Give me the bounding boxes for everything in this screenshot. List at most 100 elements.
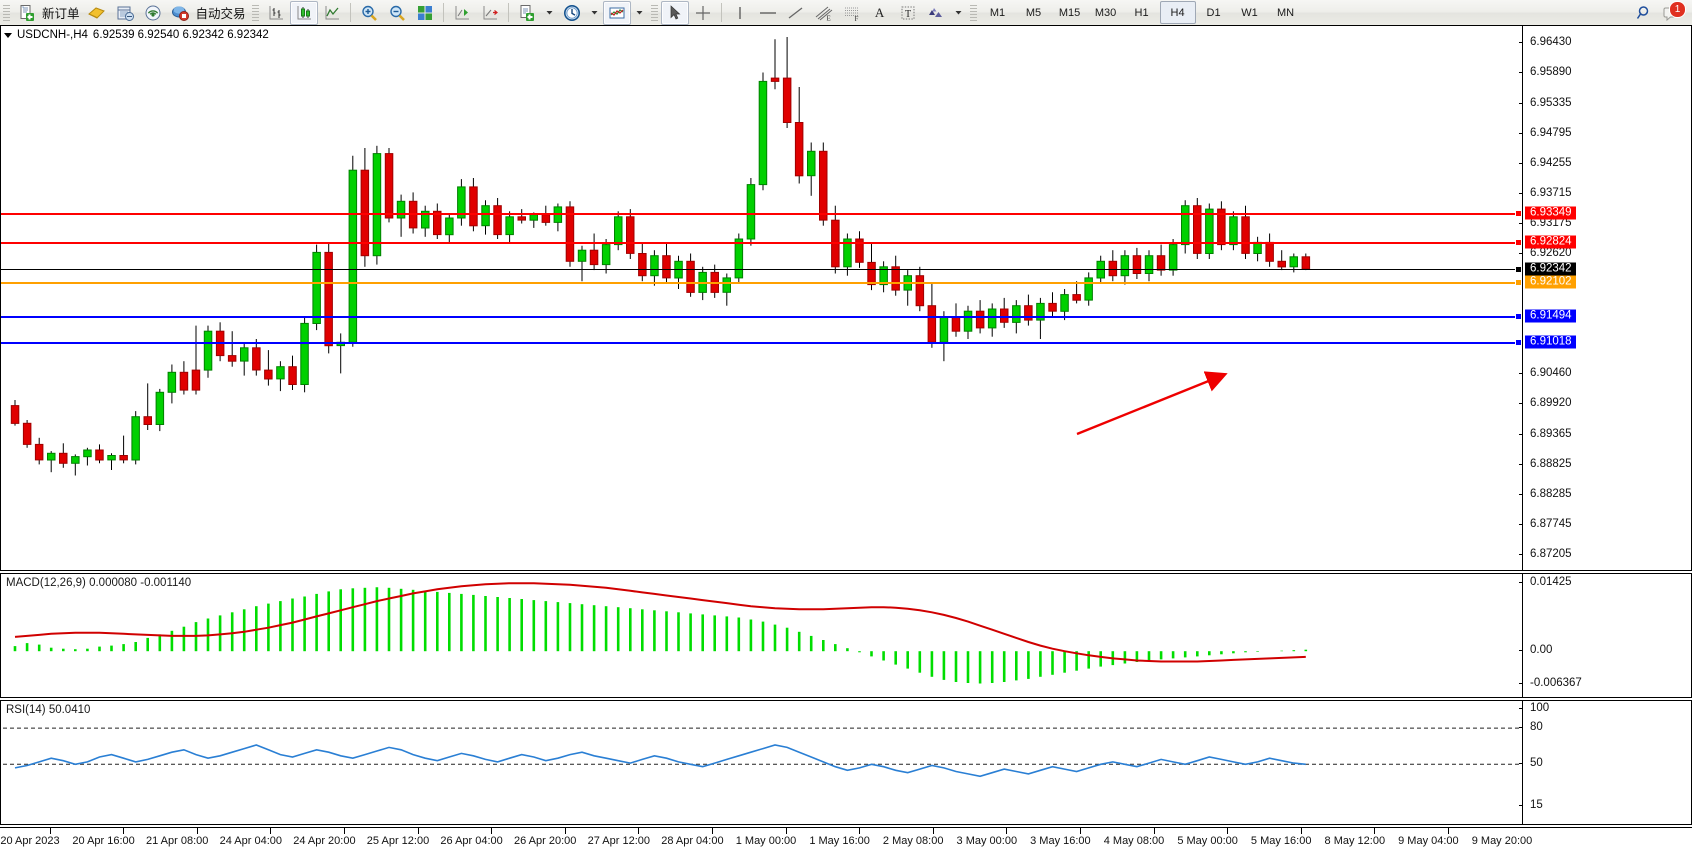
resistance-line-1[interactable] <box>1 210 1522 217</box>
toolbar-grip-4[interactable] <box>969 3 977 22</box>
macd-svg <box>13 582 1308 684</box>
search-button[interactable] <box>1630 1 1658 25</box>
time-tick-mark <box>932 828 934 834</box>
macd-tick: 0.00 <box>1518 644 1552 656</box>
chart-menu-caret-icon[interactable] <box>4 32 12 38</box>
new-chart-button[interactable] <box>513 1 541 25</box>
timeframe-label: M15 <box>1058 6 1081 19</box>
expert-advisor-button[interactable] <box>83 1 111 25</box>
horizontal-line-button[interactable] <box>754 1 782 25</box>
rsi-tick: 50 <box>1519 757 1543 769</box>
macd-label: MACD(12,26,9) 0.000080 -0.001140 <box>6 577 192 589</box>
macd-pane[interactable]: MACD(12,26,9) 0.000080 -0.001140 0.01425… <box>0 573 1692 698</box>
timeframe-label: M5 <box>1025 6 1042 19</box>
macd-tick: 0.01425 <box>1519 576 1572 588</box>
support-line-1-tag[interactable]: 6.91494 <box>1525 309 1576 323</box>
new-order-button[interactable] <box>13 1 41 25</box>
auto-scroll-button[interactable] <box>476 1 504 25</box>
timeframe-d1-button[interactable]: D1 <box>1196 1 1232 24</box>
price-pane[interactable]: USDCNH-,H4 6.92539 6.92540 6.92342 6.923… <box>0 25 1692 571</box>
period-dropdown[interactable] <box>586 1 603 25</box>
timeframe-m5-button[interactable]: M5 <box>1016 1 1052 24</box>
level-handle[interactable] <box>1515 210 1522 217</box>
time-axis[interactable]: 20 Apr 2023 20 Apr 16:00 21 Apr 08:00 24 Ap… <box>0 827 1692 856</box>
period-button[interactable] <box>558 1 586 25</box>
toolbar-grip-2[interactable] <box>251 3 259 22</box>
notifications-button[interactable]: 1 <box>1658 0 1686 25</box>
pivot-line[interactable] <box>1 279 1522 287</box>
timeframe-m15-button[interactable]: M15 <box>1052 1 1088 24</box>
fibonacci-button[interactable]: F <box>838 1 866 25</box>
resistance-line-2[interactable] <box>1 239 1522 247</box>
trend-line-button[interactable] <box>782 1 810 25</box>
support-line-2-tag[interactable]: 6.91018 <box>1525 335 1576 349</box>
timeframe-label: H4 <box>1170 6 1185 19</box>
macd-plot[interactable] <box>3 575 1521 696</box>
current-price-line[interactable] <box>1 265 1522 273</box>
time-tick-mark <box>1153 828 1155 834</box>
candlestick-chart-button[interactable] <box>289 0 318 25</box>
level-handle[interactable] <box>1515 265 1522 273</box>
chart-area: USDCNH-,H4 6.92539 6.92540 6.92342 6.923… <box>0 25 1692 856</box>
zoom-out-button[interactable] <box>383 1 411 25</box>
vertical-line-button[interactable] <box>726 1 754 25</box>
timeframe-m30-button[interactable]: M30 <box>1088 1 1124 24</box>
time-tick-label: 20 Apr 2023 <box>0 835 60 847</box>
indicators-dropdown[interactable] <box>631 1 648 25</box>
text-box-icon: T <box>901 6 915 20</box>
support-line-2[interactable] <box>1 339 1522 347</box>
rsi-svg <box>3 727 1521 778</box>
price-tick: 6.89365 <box>1519 428 1572 440</box>
time-tick-mark <box>49 828 51 834</box>
timeframe-h4-button[interactable]: H4 <box>1159 1 1196 24</box>
auto-trading-button[interactable] <box>167 1 195 25</box>
pivot-line-tag[interactable]: 6.92102 <box>1525 275 1576 289</box>
indicators-button[interactable] <box>602 0 631 25</box>
toolbar-grip-3[interactable] <box>650 3 658 22</box>
bar-chart-button[interactable] <box>262 1 290 25</box>
svg-text:T: T <box>905 9 911 20</box>
rsi-pane[interactable]: RSI(14) 50.0410 100 80 50 15 <box>0 700 1692 825</box>
time-tick-label: 9 May 20:00 <box>1471 835 1533 847</box>
price-tick: 6.94255 <box>1519 157 1572 169</box>
resistance-line-1-tag[interactable]: 6.93349 <box>1525 206 1576 220</box>
shapes-button[interactable] <box>922 1 950 25</box>
level-handle[interactable] <box>1515 339 1522 347</box>
time-tick-label: 3 May 16:00 <box>1030 835 1091 847</box>
time-tick-mark <box>1374 828 1376 834</box>
timeframe-h1-button[interactable]: H1 <box>1124 1 1160 24</box>
toolbar-grip[interactable] <box>3 3 10 22</box>
text-label-button[interactable]: A <box>866 1 894 25</box>
time-tick-mark <box>344 828 345 834</box>
current-price-line-tag[interactable]: 6.92342 <box>1525 262 1576 276</box>
new-order-label: 新订单 <box>42 7 80 21</box>
tile-windows-button[interactable] <box>411 1 439 25</box>
cursor-button[interactable] <box>660 0 689 25</box>
crosshair-button[interactable] <box>689 1 717 25</box>
line-chart-button[interactable] <box>318 1 346 25</box>
auto-scroll-icon <box>483 5 498 19</box>
timeframe-mn-button[interactable]: MN <box>1268 1 1304 24</box>
zoom-in-button[interactable] <box>355 1 383 25</box>
chart-shift-button[interactable] <box>448 1 476 25</box>
resistance-line-2-tag[interactable]: 6.92824 <box>1525 235 1576 249</box>
equidistant-channel-button[interactable]: E <box>810 1 838 25</box>
price-plot[interactable] <box>3 27 1521 569</box>
rsi-plot[interactable] <box>3 702 1521 823</box>
level-handle[interactable] <box>1515 279 1522 287</box>
signals-button[interactable] <box>139 1 167 25</box>
level-handle[interactable] <box>1515 239 1522 247</box>
new-chart-dropdown[interactable] <box>541 1 558 25</box>
timeframe-w1-button[interactable]: W1 <box>1232 1 1268 24</box>
price-axis[interactable]: 6.96430 6.95890 6.95335 6.94795 6.94255 6.937… <box>1519 26 1691 570</box>
shapes-dropdown[interactable] <box>950 1 967 25</box>
rsi-tick: 80 <box>1519 721 1543 733</box>
data-window-button[interactable] <box>111 1 139 25</box>
level-handle[interactable] <box>1515 312 1522 320</box>
symbol-header[interactable]: USDCNH-,H4 6.92539 6.92540 6.92342 6.923… <box>4 29 269 41</box>
text-box-button[interactable]: T <box>894 1 922 25</box>
horizontal-line-icon <box>759 11 776 14</box>
support-line-1[interactable] <box>1 312 1522 320</box>
time-tick-mark <box>859 828 861 834</box>
timeframe-m1-button[interactable]: M1 <box>980 1 1016 24</box>
